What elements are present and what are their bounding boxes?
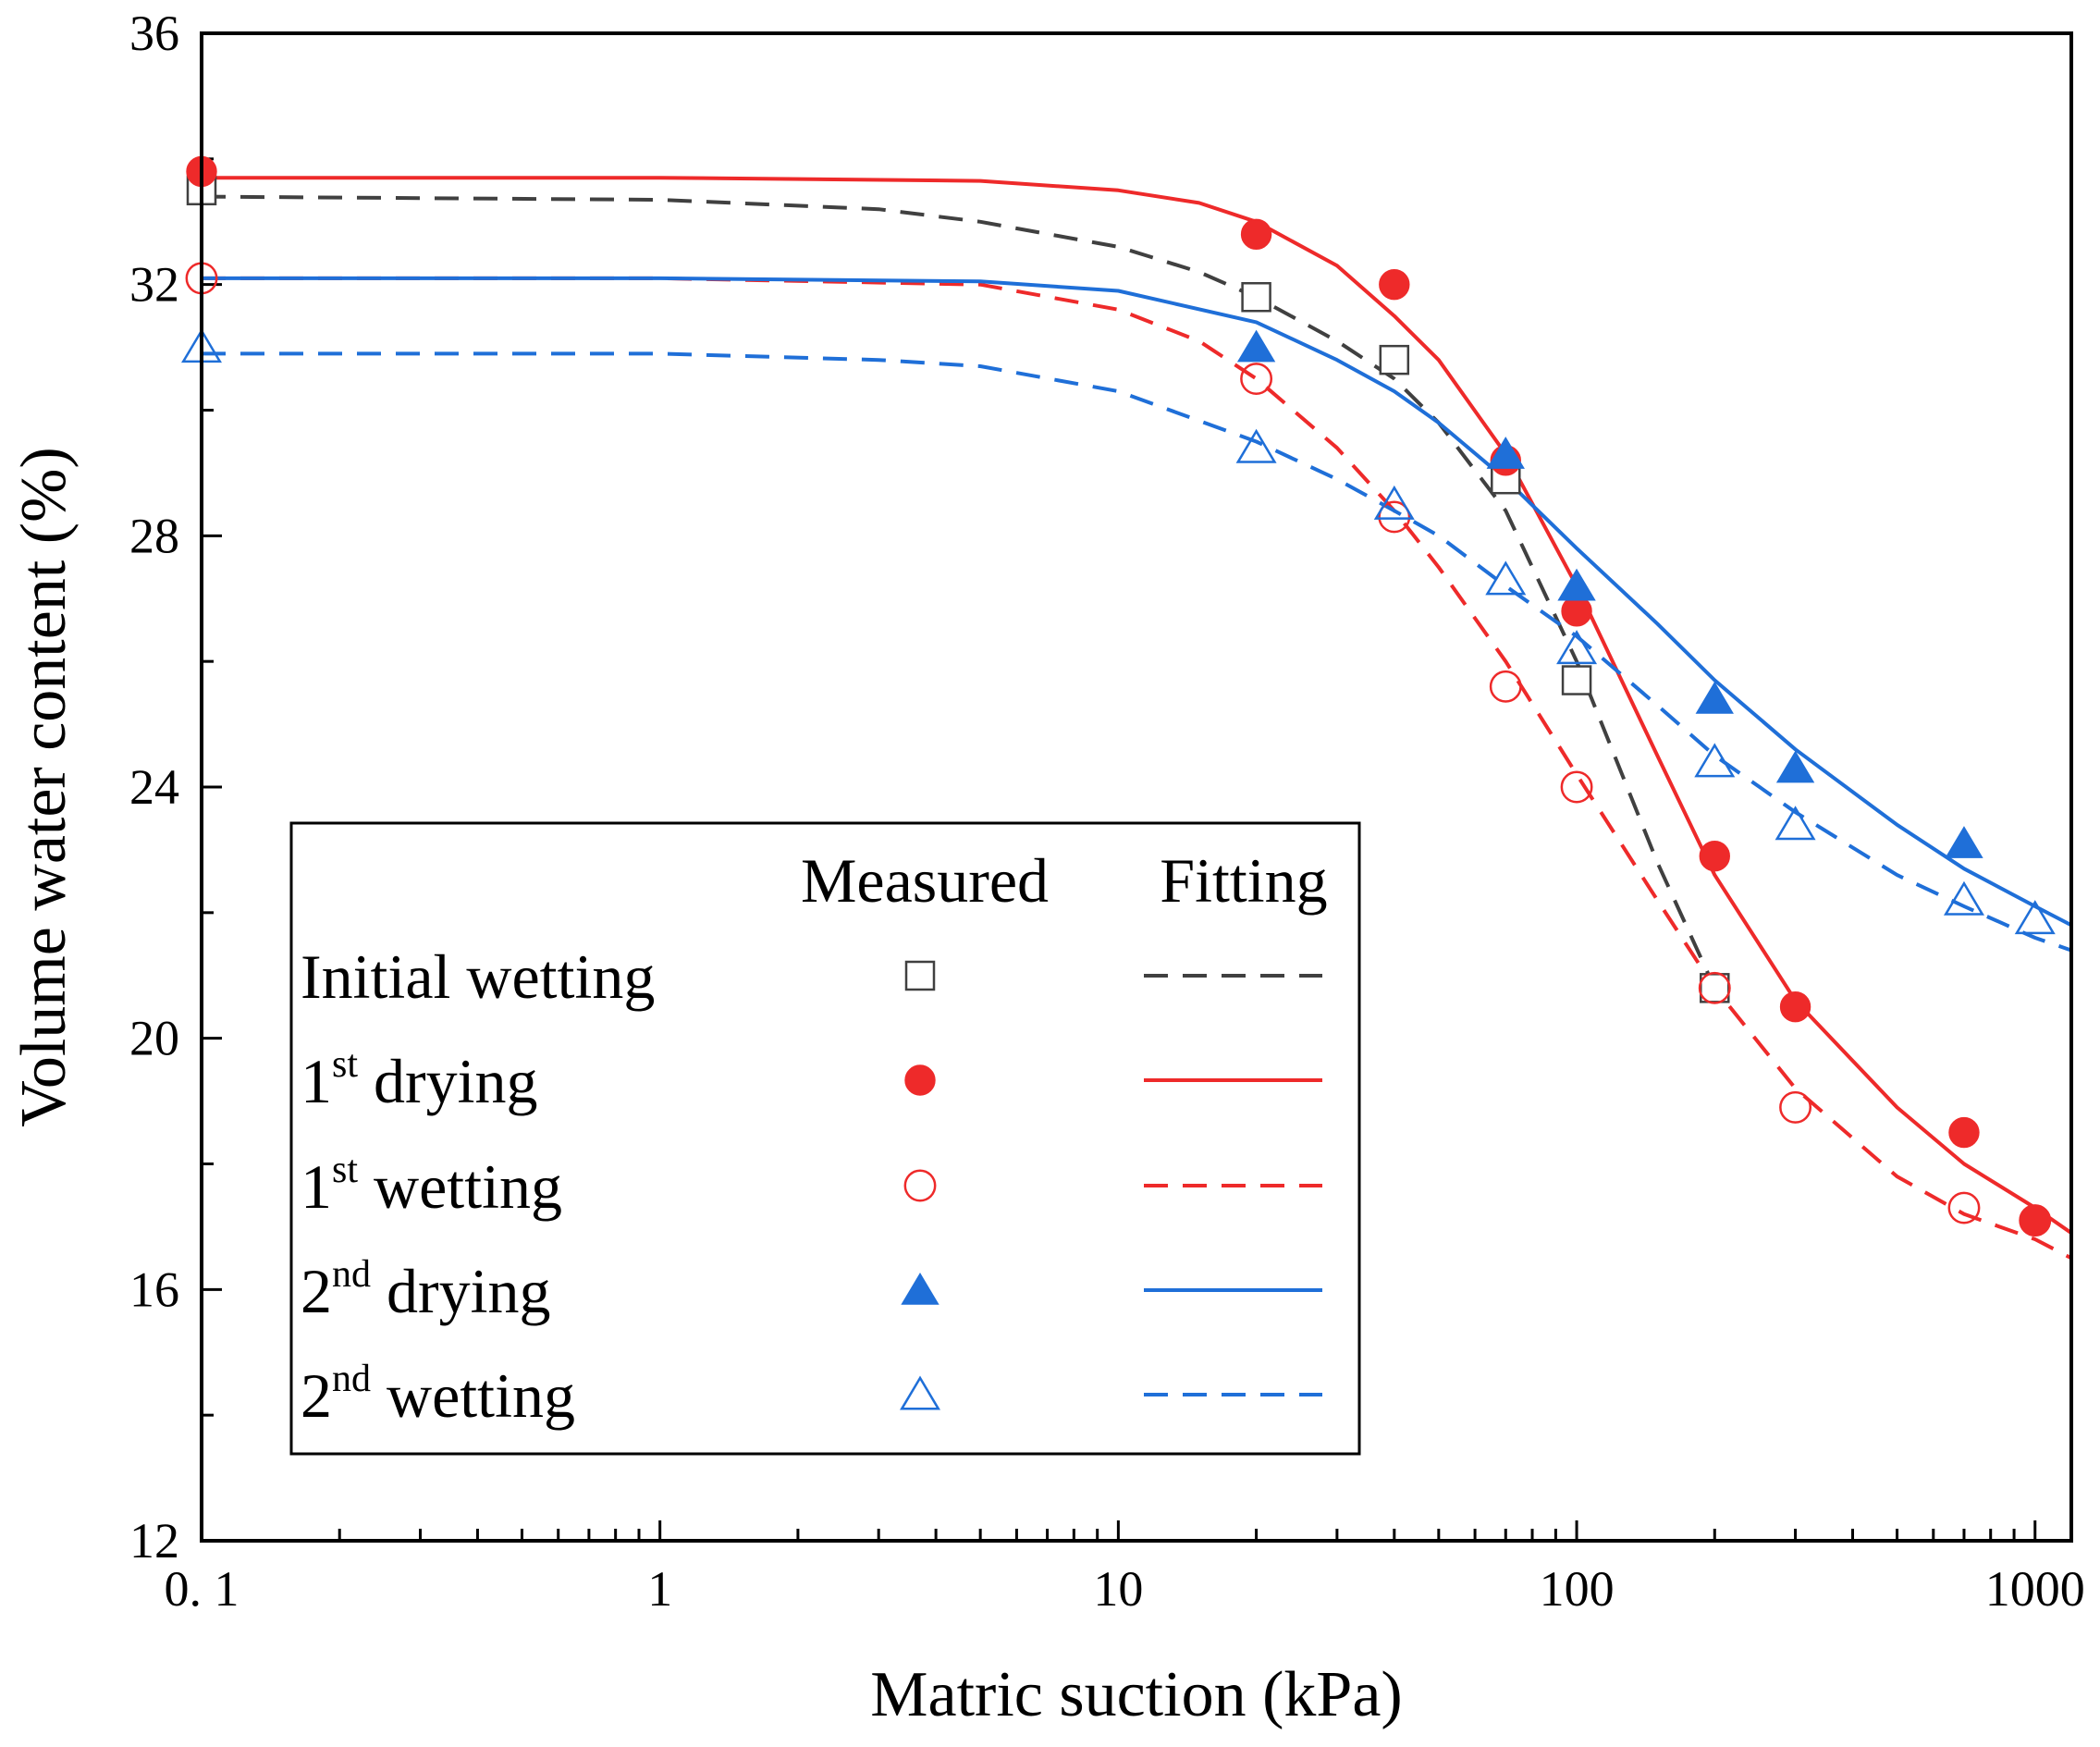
data-point-second-wetting	[2014, 900, 2056, 935]
data-point-second-wetting	[1373, 485, 1415, 520]
data-point-first-wetting	[1947, 1191, 1981, 1224]
data-point-first-wetting	[2019, 1204, 2052, 1237]
data-point-second-wetting	[1694, 743, 1736, 778]
legend-label-initial-wetting: Initial wetting	[301, 941, 655, 1012]
legend-label-first-wetting: 1st wetting	[301, 1149, 562, 1222]
data-point-first-wetting	[1560, 770, 1593, 804]
plot-frame	[200, 31, 2073, 1543]
data-point-first-drying	[1240, 218, 1272, 251]
x-tick-label: 0. 1	[165, 1561, 239, 1617]
legend-marker-second-drying	[901, 1273, 939, 1305]
data-point-first-wetting	[1779, 1090, 1812, 1124]
data-point-second-drying	[1695, 681, 1734, 714]
legend-header-measured: Measured	[801, 845, 1049, 916]
legend-marker-second-wetting	[900, 1375, 940, 1410]
measured-points	[181, 155, 2056, 1237]
fit-curve-first-wetting	[202, 276, 2071, 1261]
data-point-first-wetting	[1698, 971, 1731, 1004]
data-point-second-wetting	[1485, 560, 1527, 596]
tick-labels: 0. 1 1 10 100 1000 12 16 20 24 28 32 36	[129, 6, 2085, 1617]
legend-box	[289, 821, 1361, 1456]
x-tick-label: 1000	[1985, 1561, 2085, 1617]
data-point-first-wetting	[1378, 500, 1411, 534]
y-tick-label: 24	[129, 759, 179, 815]
data-point-first-drying	[1779, 991, 1811, 1023]
data-point-second-drying	[1945, 826, 1983, 858]
data-point-second-drying	[1557, 568, 1596, 601]
y-tick-label: 20	[129, 1011, 179, 1066]
legend-marker-first-drying	[904, 1064, 936, 1096]
y-tick-label: 32	[129, 257, 179, 313]
data-point-second-drying	[1775, 750, 1815, 783]
y-tick-label: 12	[129, 1513, 179, 1569]
data-point-second-drying	[1236, 329, 1276, 363]
data-point-second-wetting	[1943, 880, 1984, 916]
data-point-first-drying	[1379, 268, 1410, 301]
legend: Measured Fitting Initial wetting 1st dryi…	[289, 821, 1361, 1456]
data-point-second-drying	[1486, 437, 1525, 469]
fit-curve-first-drying	[202, 176, 2071, 1235]
data-point-initial-wetting	[1700, 973, 1730, 1003]
x-tick-label: 10	[1093, 1561, 1143, 1617]
legend-label-second-drying: 2nd drying	[301, 1253, 551, 1326]
y-tick-label: 28	[129, 508, 179, 563]
legend-rows: Initial wetting 1st drying 1st wetting 2nd …	[301, 941, 1322, 1431]
y-tick-label: 36	[129, 6, 179, 61]
data-point-first-wetting	[1240, 363, 1273, 395]
legend-label-first-drying: 1st drying	[301, 1043, 538, 1116]
legend-marker-first-wetting	[903, 1169, 937, 1202]
data-point-initial-wetting	[1561, 665, 1592, 695]
y-tick-label: 16	[129, 1261, 179, 1317]
legend-header-fitting: Fitting	[1160, 845, 1327, 916]
data-point-initial-wetting	[1379, 344, 1410, 375]
x-axis-title: Matric suction (kPa)	[870, 1659, 1402, 1730]
legend-marker-initial-wetting	[904, 960, 936, 991]
data-point-first-wetting	[1489, 670, 1522, 703]
data-point-first-drying	[1561, 596, 1592, 627]
x-tick-label: 1	[647, 1561, 672, 1617]
data-point-second-wetting	[1235, 428, 1277, 463]
data-point-first-drying	[1948, 1116, 1980, 1149]
x-tick-label: 100	[1540, 1561, 1615, 1617]
data-point-initial-wetting	[1241, 282, 1271, 313]
data-point-first-drying	[1699, 841, 1730, 872]
data-point-second-wetting	[1775, 806, 1816, 841]
y-axis-title: Volume water content (%)	[8, 447, 80, 1126]
legend-label-second-wetting: 2nd wetting	[301, 1358, 575, 1431]
data-point-second-wetting	[1556, 630, 1598, 665]
